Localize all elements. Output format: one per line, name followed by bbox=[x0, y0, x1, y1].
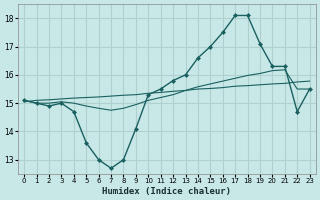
X-axis label: Humidex (Indice chaleur): Humidex (Indice chaleur) bbox=[102, 187, 231, 196]
